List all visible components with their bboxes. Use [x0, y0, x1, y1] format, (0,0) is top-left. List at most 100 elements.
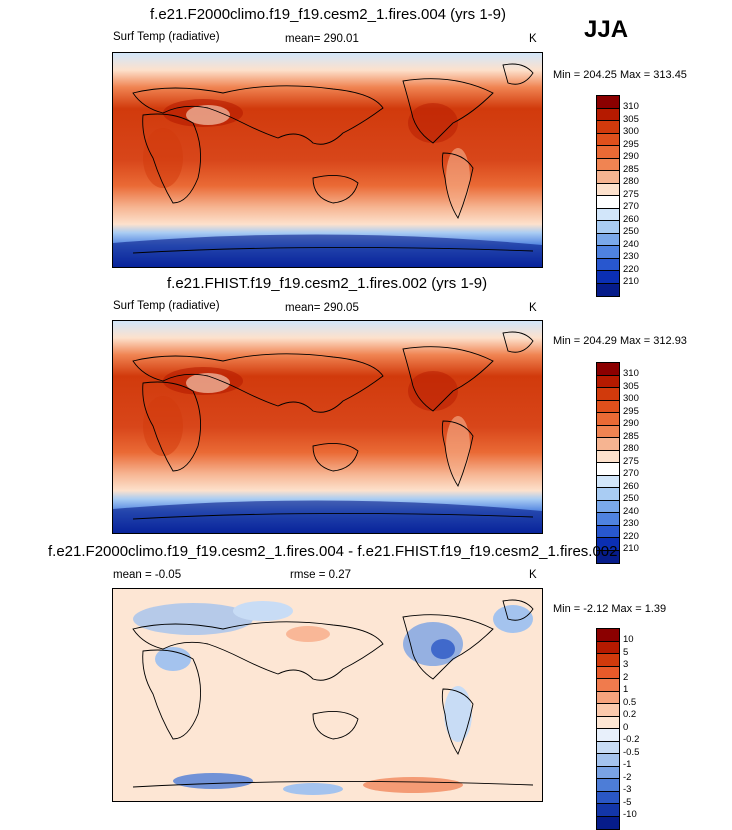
- panel2-colorbar-swatch: [597, 425, 619, 438]
- panel2-colorbar-swatch: [597, 438, 619, 451]
- panel2-colorbar-swatch: [597, 550, 619, 563]
- panel2-colorbar-swatch: [597, 450, 619, 463]
- panel1-colorbar-swatch: [597, 196, 619, 209]
- panel2-map: [112, 320, 543, 534]
- panel3-colorbar-swatch: [597, 641, 619, 654]
- tick-label: 210: [623, 543, 639, 554]
- panel2-colorbar-swatch: [597, 413, 619, 426]
- panel3-colorbar-swatch: [597, 779, 619, 792]
- panel1-mean: mean= 290.01: [285, 33, 359, 45]
- tick-label: 285: [623, 163, 639, 175]
- tick-label: 280: [623, 176, 639, 187]
- tick-label: 250: [623, 226, 639, 237]
- tick-label: -0.2: [623, 734, 640, 745]
- tick-label: 300: [623, 126, 639, 137]
- panel3-rmse: rmse = 0.27: [290, 569, 352, 581]
- tick-label: 1: [623, 684, 629, 695]
- panel3-colorbar-swatch: [597, 666, 619, 679]
- panel2-colorbar-swatch: [597, 475, 619, 488]
- panel1-colorbar-swatch: [597, 96, 619, 109]
- panel1-colorbar-swatch: [597, 208, 619, 221]
- panel3-colorbar: [596, 628, 620, 830]
- panel2-variable: Surf Temp (radiative): [113, 300, 220, 312]
- tick-label: 0.2: [623, 709, 637, 720]
- tick-label: 210: [623, 276, 639, 287]
- tick-label: -3: [623, 784, 632, 795]
- tick-label: 5: [623, 646, 629, 658]
- panel3-colorbar-swatch: [597, 729, 619, 742]
- panel1-variable: Surf Temp (radiative): [113, 31, 220, 43]
- panel1-title: f.e21.F2000climo.f19_f19.cesm2_1.fires.0…: [150, 6, 507, 23]
- tick-label: 275: [623, 188, 639, 200]
- panel3-colorbar-swatch: [597, 691, 619, 704]
- tick-label: 270: [623, 201, 639, 212]
- tick-label: 280: [623, 443, 639, 454]
- tick-label: 240: [623, 238, 639, 250]
- panel2-colorbar-swatch: [597, 463, 619, 476]
- panel3-minmax: Min = -2.12 Max = 1.39: [553, 603, 667, 615]
- tick-label: 10: [623, 634, 634, 645]
- panel1-colorbar-swatch: [597, 133, 619, 146]
- tick-label: 260: [623, 213, 639, 225]
- panel1-map-svg: [113, 53, 542, 267]
- panel1-map: [112, 52, 543, 268]
- tick-label: -10: [623, 809, 637, 820]
- panel2-colorbar-swatch: [597, 513, 619, 526]
- tick-label: 305: [623, 113, 639, 125]
- panel3-colorbar-swatch: [597, 816, 619, 829]
- panel3-colorbar-swatch: [597, 754, 619, 767]
- tick-label: -0.5: [623, 746, 640, 758]
- tick-label: 2: [623, 671, 629, 683]
- panel3-colorbar-swatch: [597, 766, 619, 779]
- tick-label: 250: [623, 493, 639, 504]
- panel1-colorbar-swatch: [597, 221, 619, 234]
- tick-label: 310: [623, 101, 639, 112]
- tick-label: 0.5: [623, 696, 637, 708]
- panel2-colorbar-swatch: [597, 538, 619, 551]
- panel1-units: K: [529, 33, 537, 45]
- panel1-colorbar-swatch: [597, 258, 619, 271]
- tick-label: 220: [623, 530, 639, 542]
- tick-label: 0: [623, 721, 629, 733]
- tick-label: 290: [623, 418, 639, 429]
- panel2-colorbar-swatch: [597, 375, 619, 388]
- panel2-minmax: Min = 204.29 Max = 312.93: [553, 335, 687, 347]
- tick-label: 220: [623, 263, 639, 275]
- panel2-colorbar-swatch: [597, 400, 619, 413]
- season-label: JJA: [584, 16, 629, 43]
- panel3-colorbar-swatch: [597, 679, 619, 692]
- panel1-colorbar-swatch: [597, 233, 619, 246]
- panel3-units: K: [529, 569, 537, 581]
- tick-label: 275: [623, 455, 639, 467]
- panel3-map-svg: [113, 589, 542, 801]
- tick-label: 240: [623, 505, 639, 517]
- tick-label: 305: [623, 380, 639, 392]
- panel1-colorbar: [596, 95, 620, 297]
- panel3-mean: mean = -0.05: [113, 569, 182, 581]
- panel2-colorbar: [596, 362, 620, 564]
- panel2-units: K: [529, 302, 537, 314]
- tick-label: 300: [623, 393, 639, 404]
- panel3-colorbar-swatch: [597, 654, 619, 667]
- tick-label: 295: [623, 405, 639, 417]
- tick-label: 230: [623, 251, 639, 262]
- panel2-colorbar-swatch: [597, 363, 619, 376]
- panel3-colorbar-swatch: [597, 791, 619, 804]
- tick-label: -5: [623, 796, 632, 808]
- panel1-colorbar-swatch: [597, 283, 619, 296]
- tick-label: 270: [623, 468, 639, 479]
- panel1-colorbar-swatch: [597, 183, 619, 196]
- tick-label: 285: [623, 430, 639, 442]
- panel3-colorbar-swatch: [597, 704, 619, 717]
- panel3-map: [112, 588, 543, 802]
- tick-label: 295: [623, 138, 639, 150]
- panel3-title: f.e21.F2000climo.f19_f19.cesm2_1.fires.0…: [48, 543, 618, 560]
- panel2-title: f.e21.FHIST.f19_f19.cesm2_1.fires.002 (y…: [167, 275, 488, 292]
- panel1-colorbar-swatch: [597, 158, 619, 171]
- tick-label: 230: [623, 518, 639, 529]
- panel1-colorbar-swatch: [597, 246, 619, 259]
- panel2-mean: mean= 290.05: [285, 302, 359, 314]
- panel1-colorbar-swatch: [597, 271, 619, 284]
- panel3-colorbar-swatch: [597, 629, 619, 642]
- tick-label: 310: [623, 368, 639, 379]
